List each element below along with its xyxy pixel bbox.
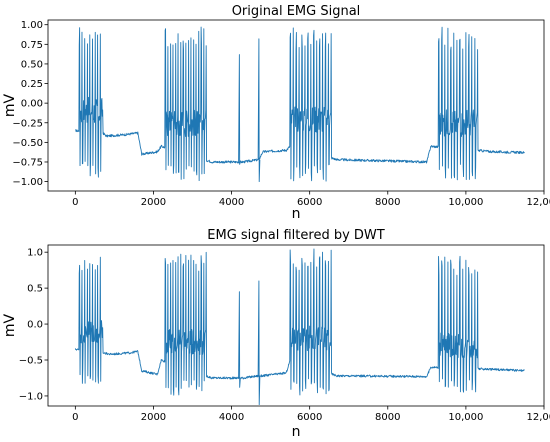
y-axis-label: mV xyxy=(2,93,18,117)
chart-title: EMG signal filtered by DWT xyxy=(207,228,385,243)
x-tick-label: 8000 xyxy=(375,412,400,423)
y-tick-label: −1.0 xyxy=(19,391,43,402)
x-tick-label: 10,000 xyxy=(448,412,483,423)
y-tick-label: −0.50 xyxy=(12,138,43,149)
x-axis-label: n xyxy=(292,424,301,440)
filtered-emg-panel: 0 2000 4000 6000 8000 10,000 12,000 1.0 0.5 0.0 −0… xyxy=(2,228,550,440)
y-tick-label: 1.00 xyxy=(21,20,43,31)
y-tick-label: 0.0 xyxy=(27,320,43,331)
x-tick-label: 12,000 xyxy=(527,412,550,423)
signal-line xyxy=(74,248,525,396)
x-tick-label: 2000 xyxy=(141,197,166,208)
x-tick-label: 6000 xyxy=(297,412,322,423)
y-tick-label: 0.50 xyxy=(21,59,43,70)
y-tick-label: 0.5 xyxy=(27,284,43,295)
y-tick-label: 0.00 xyxy=(21,99,43,110)
x-tick-label: 0 xyxy=(72,197,78,208)
y-tick-label: 1.0 xyxy=(27,248,43,259)
x-tick-label: 6000 xyxy=(297,197,322,208)
x-tick-label: 2000 xyxy=(141,412,166,423)
y-tick-label: −0.25 xyxy=(12,118,43,129)
original-emg-panel: 0 2000 4000 6000 8000 10,000 12,000 1.00 0.75 0.5… xyxy=(2,4,550,222)
y-tick-label: 0.25 xyxy=(21,79,43,90)
y-tick-label: −1.00 xyxy=(12,177,43,188)
signal-spike xyxy=(238,291,241,388)
x-tick-label: 10,000 xyxy=(448,197,483,208)
axes-frame xyxy=(47,19,545,192)
y-tick-label: −0.5 xyxy=(19,356,43,367)
signal-spike xyxy=(257,38,261,183)
axes-frame xyxy=(47,244,545,407)
signal-spike xyxy=(257,280,261,406)
y-tick-label: −0.75 xyxy=(12,157,43,168)
signal-line xyxy=(75,26,525,182)
x-tick-label: 4000 xyxy=(219,197,244,208)
chart-title: Original EMG Signal xyxy=(232,4,361,19)
x-axis-label: n xyxy=(292,206,301,222)
x-tick-label: 0 xyxy=(72,412,78,423)
signal-spike xyxy=(238,54,241,165)
y-tick-label: 0.75 xyxy=(21,40,43,51)
x-tick-label: 8000 xyxy=(375,197,400,208)
x-tick-label: 12,000 xyxy=(527,197,550,208)
x-tick-label: 4000 xyxy=(219,412,244,423)
y-axis-label: mV xyxy=(2,313,18,337)
